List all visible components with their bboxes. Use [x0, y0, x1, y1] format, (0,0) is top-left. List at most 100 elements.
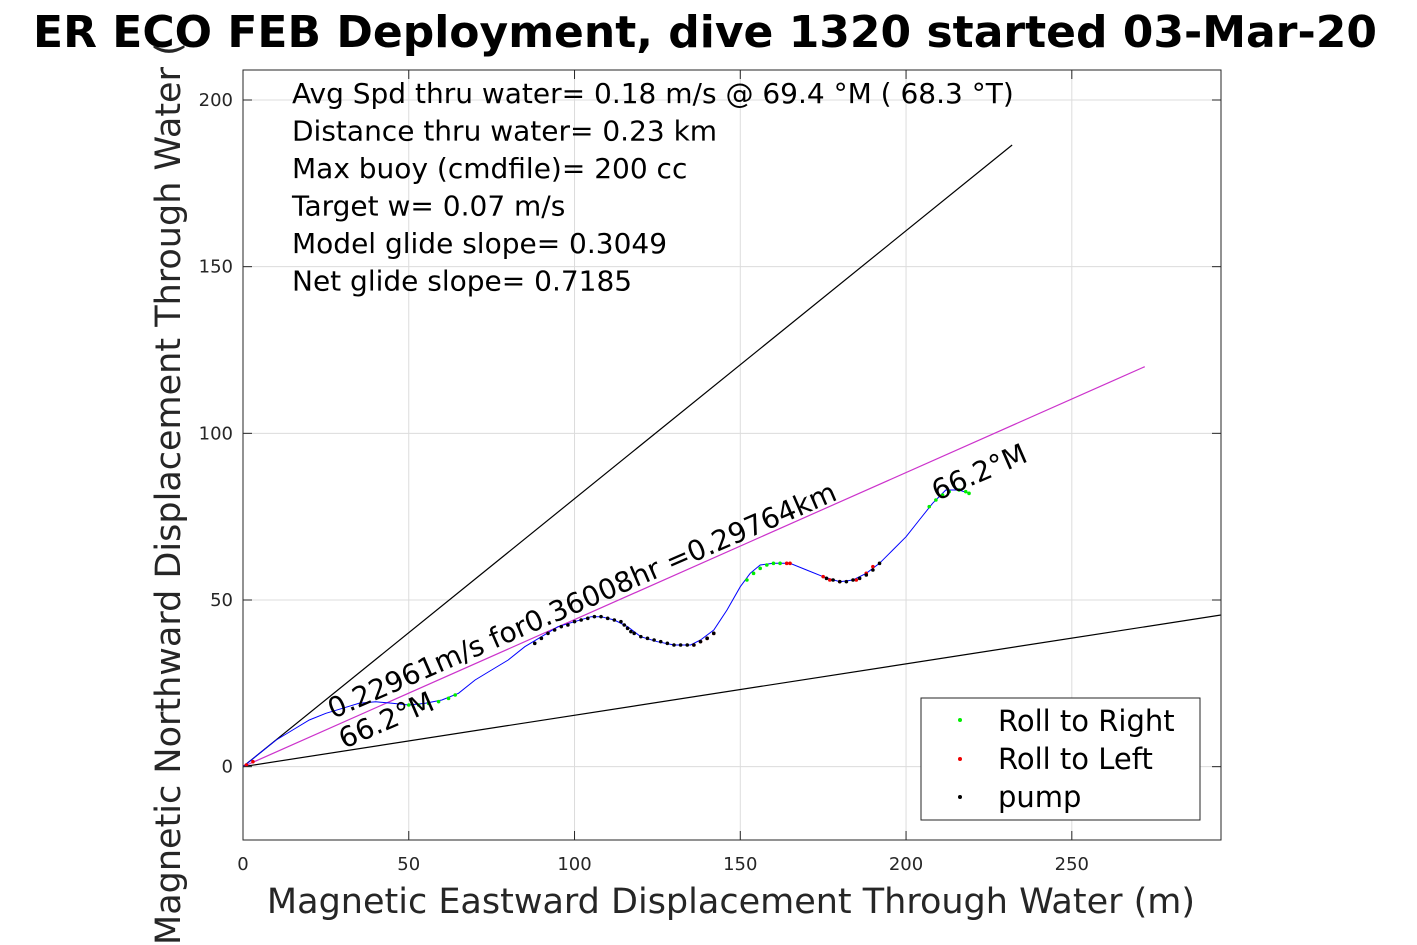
point-pump [877, 561, 882, 566]
reference-lines [243, 144, 1221, 768]
x-axis-label: Magnetic Eastward Displacement Through W… [267, 882, 1195, 922]
reference-line [243, 366, 1145, 768]
y-tick-label: 0 [222, 757, 233, 778]
point-pump [625, 626, 630, 631]
plot-frame [242, 69, 1222, 841]
stats-line: Model glide slope= 0.3049 [292, 227, 667, 260]
point-roll-to-right [751, 571, 756, 576]
stats-line: Max buoy (cmdfile)= 200 cc [292, 152, 687, 185]
point-roll-to-right [765, 563, 769, 567]
x-tick-label: 200 [889, 854, 923, 875]
y-tick-label: 200 [199, 90, 233, 111]
point-pump [871, 568, 875, 572]
legend-marker-roll-left [958, 757, 962, 761]
x-tick-label: 50 [397, 854, 420, 875]
y-tick-label: 100 [199, 423, 233, 444]
chart-title: ER ECO FEB Deployment, dive 1320 started… [33, 7, 1377, 58]
point-pump [579, 618, 583, 622]
legend-label-pump: pump [998, 780, 1081, 814]
reference-line [243, 144, 1013, 768]
point-pump [652, 638, 656, 642]
point-roll-to-right [758, 566, 762, 571]
point-pump [857, 576, 862, 581]
point-roll-to-right [426, 701, 431, 706]
point-roll-to-left [854, 578, 859, 582]
point-pump [572, 619, 577, 624]
point-pump [546, 631, 550, 636]
y-tick-label: 50 [210, 590, 233, 611]
point-pump [592, 614, 597, 619]
point-roll-to-right [947, 489, 951, 494]
point-roll-to-right [436, 699, 441, 704]
data-points [244, 488, 971, 767]
point-pump [658, 639, 663, 644]
point-pump [599, 614, 603, 619]
legend-label-roll-left: Roll to Left [998, 742, 1153, 776]
point-pump [851, 578, 855, 582]
point-pump [629, 629, 633, 634]
legend-marker-pump [958, 795, 962, 799]
point-pump [692, 643, 696, 647]
stats-line: Net glide slope= 0.7185 [292, 265, 632, 298]
point-roll-to-right [967, 491, 971, 496]
point-roll-to-right [778, 561, 782, 566]
point-pump [612, 618, 617, 622]
point-pump [552, 628, 557, 632]
point-pump [685, 643, 690, 647]
point-pump [665, 641, 670, 646]
point-pump [639, 634, 643, 639]
legend-label-roll-right: Roll to Right [998, 704, 1175, 738]
x-tick-label: 0 [237, 854, 248, 875]
point-roll-to-right [940, 493, 945, 497]
reference-line [243, 614, 1221, 768]
point-roll-to-right [957, 488, 961, 492]
point-pump [632, 631, 636, 636]
point-roll-to-right [416, 703, 421, 707]
point-roll-to-right [927, 504, 932, 509]
point-pump [837, 579, 842, 584]
point-roll-to-right [745, 578, 749, 582]
point-roll-to-right [446, 696, 451, 701]
point-pump [678, 643, 683, 647]
point-roll-to-right [963, 489, 968, 494]
ticks: 0 50 100 150 200 250 0 50 100 150 200 [199, 70, 1221, 875]
x-tick-label: 250 [1055, 854, 1089, 875]
point-pump [844, 579, 849, 584]
point-roll-to-left [871, 564, 875, 569]
point-pump [645, 636, 650, 641]
grid [242, 70, 1221, 840]
legend-marker-roll-right [958, 718, 962, 722]
legend-box [920, 697, 1201, 821]
point-roll-to-left [244, 763, 249, 767]
point-pump [864, 573, 869, 577]
point-pump [532, 641, 537, 646]
point-roll-to-right [771, 561, 776, 566]
point-roll-to-left [788, 561, 792, 566]
point-pump [698, 639, 703, 644]
point-pump [622, 623, 627, 627]
point-roll-to-left [821, 574, 825, 579]
point-pump [705, 636, 709, 641]
point-pump [619, 619, 623, 624]
stats-line: Avg Spd thru water= 0.18 m/s @ 69.4 °M (… [292, 77, 1014, 110]
point-roll-to-right [934, 498, 938, 502]
point-roll-to-right [453, 693, 457, 697]
point-pump [831, 578, 835, 582]
point-pump [824, 576, 829, 581]
stats-line: Target w= 0.07 m/s [291, 190, 565, 223]
point-pump [566, 623, 570, 627]
point-pump [605, 616, 610, 621]
stats-line: Distance thru water= 0.23 km [292, 115, 717, 148]
legend: Roll to Right Roll to Left pump [920, 697, 1201, 821]
point-pump [585, 616, 590, 621]
y-axis-label: Magnetic Northward Displacement Through … [149, 42, 189, 945]
point-roll-to-left [251, 759, 255, 764]
x-tick-label: 150 [723, 854, 757, 875]
point-pump [672, 643, 676, 647]
point-pump [539, 636, 544, 641]
point-pump [559, 624, 564, 629]
point-roll-to-left [828, 578, 832, 582]
point-roll-to-right [406, 703, 411, 707]
stats-text-block: Avg Spd thru water= 0.18 m/s @ 69.4 °M (… [291, 77, 1014, 298]
